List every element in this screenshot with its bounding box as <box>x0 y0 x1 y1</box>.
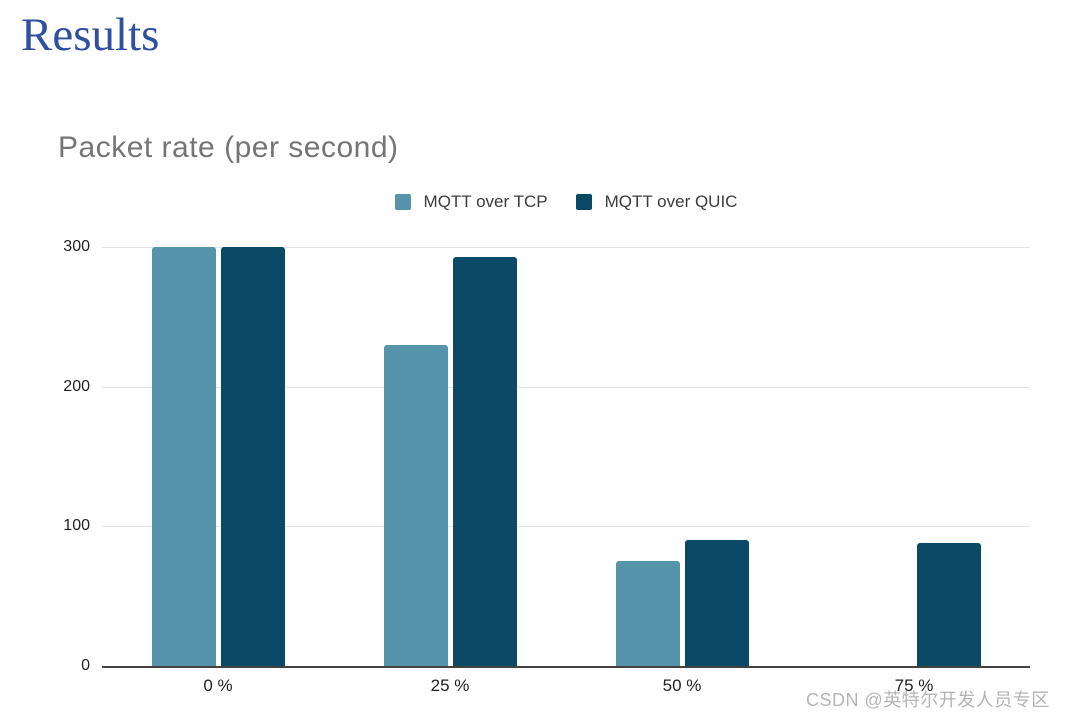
bar-mqtt-over-tcp <box>383 344 448 666</box>
x-axis-tick-label: 50 % <box>662 676 702 695</box>
x-axis-tick-label: 25 % <box>430 676 470 695</box>
bar-mqtt-over-quic <box>916 543 981 666</box>
bar-mqtt-over-quic <box>452 256 517 666</box>
bar-mqtt-over-tcp <box>151 247 216 666</box>
tcp-series-swatch-icon <box>394 194 411 210</box>
plot-area: 0 100 200 300 0 % 25 % 50 % 75 % <box>63 238 1030 695</box>
chart-title: Packet rate (per second) <box>58 131 399 164</box>
gridline <box>102 386 1030 388</box>
legend-item-mqtt-over-quic: MQTT over QUIC <box>575 192 738 212</box>
bar-group-50% <box>566 247 798 666</box>
bar-mqtt-over-tcp <box>615 561 680 666</box>
legend-label: MQTT over TCP <box>423 192 548 211</box>
x-axis-tick-label: 0 % <box>203 676 233 695</box>
y-axis-tick-label: 0 <box>81 657 90 674</box>
bar-group-0% <box>102 247 334 666</box>
x-axis-labels: 0 % 25 % 50 % 75 % <box>102 676 1030 696</box>
gridline <box>102 247 1030 248</box>
y-axis-tick-label: 100 <box>63 517 90 535</box>
y-axis-tick-label: 300 <box>63 238 90 255</box>
chart-legend: MQTT over TCP MQTT over QUIC <box>102 192 1030 212</box>
watermark: CSDN @英特尔开发人员专区 <box>806 690 1050 710</box>
y-axis-tick-label: 200 <box>63 377 90 395</box>
legend-item-mqtt-over-tcp: MQTT over TCP <box>394 192 548 212</box>
x-axis-tick-label: 75 % <box>894 676 934 695</box>
gridline <box>102 526 1030 528</box>
bars-row <box>102 247 1030 666</box>
bar-mqtt-over-quic <box>684 540 749 666</box>
bar-mqtt-over-quic <box>220 247 285 666</box>
bar-group-25% <box>334 247 566 666</box>
quic-series-swatch-icon <box>575 194 592 210</box>
page-title: Results <box>21 9 160 61</box>
legend-label: MQTT over QUIC <box>604 192 738 211</box>
bar-group-75% <box>798 247 1030 666</box>
